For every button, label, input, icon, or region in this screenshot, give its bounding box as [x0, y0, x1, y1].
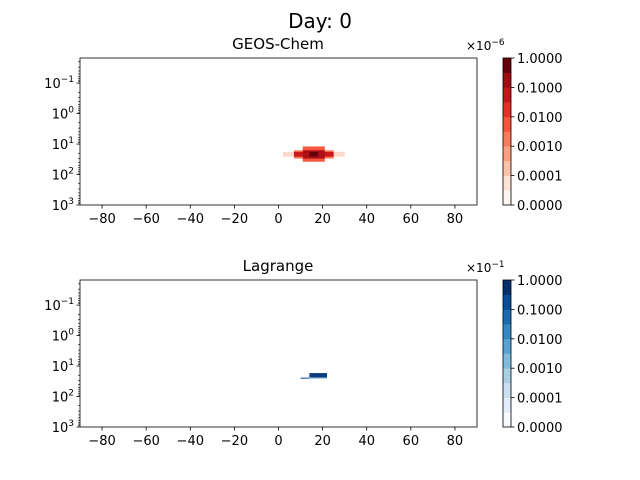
- colorbar-tick-label: 0.1000: [517, 303, 563, 318]
- heatmap-cell: [300, 377, 310, 379]
- x-tick-label: 80: [447, 434, 464, 449]
- x-tick-label: 20: [314, 212, 331, 227]
- x-tick-label: 20: [314, 434, 331, 449]
- colorbar-segment: [503, 116, 511, 132]
- colorbar-tick-label: 0.0000: [517, 421, 563, 436]
- y-tick-label: 101: [52, 358, 74, 375]
- heatmap-cell: [309, 377, 328, 379]
- colorbar-tick-label: 0.0001: [517, 170, 563, 185]
- y-tick-label: 100: [52, 106, 75, 123]
- y-tick-label: 100: [52, 328, 75, 345]
- x-tick-label: 60: [403, 434, 420, 449]
- colorbar-tick-label: 0.0010: [517, 140, 563, 155]
- colorbar-segment: [503, 382, 511, 398]
- colorbar-tick-label: 0.0100: [517, 333, 563, 348]
- y-tick-label: 101: [52, 136, 74, 153]
- figure-suptitle: Day: 0: [288, 9, 352, 33]
- colorbar-segment: [503, 294, 511, 310]
- colorbar-segment: [503, 72, 511, 88]
- colorbar-tick-label: 0.0100: [517, 111, 563, 126]
- x-tick-label: 40: [358, 212, 375, 227]
- panel-geos-chem: GEOS-Chem −80 −60 −40 −20 0 20 40 60 80 10−1 100 10…: [44, 35, 562, 227]
- colorbar-segment: [503, 280, 511, 295]
- colorbar-tick-label: 0.1000: [517, 81, 563, 96]
- colorbar-tick-label: 1.0000: [517, 274, 563, 289]
- colorbar-segment: [503, 309, 511, 325]
- x-tick-label: 60: [403, 212, 420, 227]
- colorbar-segment: [503, 131, 511, 147]
- colorbar-segment: [503, 338, 511, 354]
- y-tick-label: 102: [52, 389, 74, 406]
- x-tick-label: 40: [358, 434, 375, 449]
- axes-frame: [79, 279, 478, 428]
- x-tick-label: −80: [88, 434, 115, 449]
- colorbar-offset-label: ×10−1: [466, 260, 505, 275]
- x-tick-label: 0: [274, 434, 282, 449]
- colorbar-tick-label: 0.0000: [517, 199, 563, 214]
- x-tick-label: −80: [88, 212, 115, 227]
- panel-title: Lagrange: [243, 257, 314, 275]
- heatmap-cell: [309, 151, 319, 157]
- y-tick-label: 10−1: [44, 297, 74, 314]
- colorbar-segment: [503, 324, 511, 340]
- heatmap-cell: [309, 373, 328, 378]
- x-tick-label: −40: [177, 212, 204, 227]
- colorbar-segment: [503, 102, 511, 118]
- colorbar-segment: [503, 397, 511, 413]
- colorbar-segment: [503, 412, 511, 428]
- x-tick-label: 80: [447, 212, 464, 227]
- heatmap-cell: [282, 151, 294, 157]
- colorbar-segment: [503, 87, 511, 103]
- colorbar-frame: [502, 279, 512, 428]
- x-tick-label: −60: [132, 212, 159, 227]
- colorbar-tick-label: 0.0001: [517, 392, 563, 407]
- colorbar-segment: [503, 353, 511, 369]
- colorbar-offset-label: ×10−6: [466, 38, 505, 53]
- panel-lagrange: Lagrange −80 −60 −40 −20 0 20 40 60 80 10−1 100 101…: [44, 257, 562, 449]
- colorbar-segment: [503, 175, 511, 191]
- heatmap-cell: [333, 151, 345, 157]
- y-tick-label: 103: [52, 419, 74, 436]
- colorbar-frame: [502, 57, 512, 206]
- colorbar-segment: [503, 160, 511, 176]
- y-tick-label: 10−1: [44, 75, 74, 92]
- panel-title: GEOS-Chem: [232, 35, 324, 53]
- x-tick-label: −20: [221, 212, 248, 227]
- x-tick-label: −20: [221, 434, 248, 449]
- colorbar-tick-label: 0.0010: [517, 362, 563, 377]
- colorbar-segment: [503, 146, 511, 162]
- x-tick-label: 0: [274, 212, 282, 227]
- y-tick-label: 103: [52, 197, 74, 214]
- colorbar-tick-label: 1.0000: [517, 52, 563, 67]
- axes-frame: [79, 57, 478, 206]
- x-tick-label: −40: [177, 434, 204, 449]
- colorbar-segment: [503, 190, 511, 206]
- colorbar-segment: [503, 58, 511, 73]
- y-tick-label: 102: [52, 167, 74, 184]
- x-tick-label: −60: [132, 434, 159, 449]
- colorbar-segment: [503, 368, 511, 384]
